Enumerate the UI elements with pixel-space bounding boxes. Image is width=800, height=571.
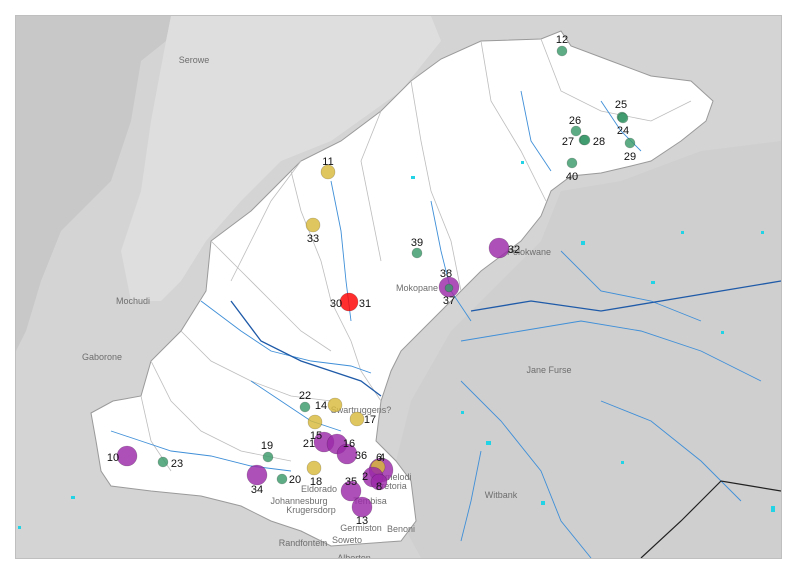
site-label: 17 (364, 414, 376, 426)
site-label: 22 (299, 390, 311, 402)
main-rivers (230, 280, 781, 397)
town-label: Randfontein (279, 538, 328, 548)
site-marker[interactable] (349, 411, 365, 427)
town-label: Pretoria (375, 481, 407, 491)
town-label: Mamelodi (372, 472, 411, 482)
town-label: Mokopane (396, 283, 438, 293)
site-label: 24 (617, 125, 629, 137)
site-label: 37 (443, 295, 455, 307)
border-line (640, 480, 781, 558)
town-label: Germiston (340, 523, 382, 533)
site-label: 27 (562, 136, 574, 148)
site-label: 14 (315, 400, 327, 412)
site-marker[interactable] (339, 292, 359, 312)
site-marker[interactable] (624, 137, 636, 149)
waterbodies (18, 161, 775, 529)
site-label: 2 (362, 471, 368, 483)
site-label: 21 (303, 438, 315, 450)
site-marker[interactable] (579, 134, 591, 146)
site-marker[interactable] (276, 473, 288, 485)
site-label: 4 (379, 452, 385, 464)
town-label: Jane Furse (526, 365, 571, 375)
site-label: 6 (376, 452, 382, 464)
site-label: 16 (343, 438, 355, 450)
site-marker[interactable] (327, 397, 343, 413)
site-label: 19 (261, 440, 273, 452)
northwest-region (121, 16, 441, 301)
town-label: Witbank (485, 490, 518, 500)
town-label: Swartruggens? (331, 405, 392, 415)
site-label: 32 (508, 244, 520, 256)
site-label: 26 (569, 115, 581, 127)
site-label: 28 (593, 136, 605, 148)
site-label: 10 (107, 452, 119, 464)
site-label: 34 (251, 484, 263, 496)
site-marker[interactable] (556, 45, 568, 57)
site-marker[interactable] (116, 445, 138, 467)
site-label: 40 (566, 171, 578, 183)
site-marker[interactable] (444, 283, 454, 293)
site-marker[interactable] (411, 247, 423, 259)
map-frame[interactable]: Serowe Mochudi Gaborone Polokwane Mokopane Ja… (15, 15, 782, 559)
town-label: Benoni (387, 524, 415, 534)
botswana-region (16, 16, 171, 351)
site-marker[interactable] (340, 480, 362, 502)
site-label: 31 (359, 298, 371, 310)
site-label: 13 (356, 515, 368, 527)
town-label: Serowe (179, 55, 210, 65)
site-label: 23 (171, 458, 183, 470)
site-label: 29 (624, 151, 636, 163)
town-label: Polokwane (507, 247, 551, 257)
town-label: Krugersdorp (286, 505, 336, 515)
site-marker[interactable] (566, 157, 578, 169)
site-marker[interactable] (157, 456, 169, 468)
site-label: 30 (330, 298, 342, 310)
site-marker[interactable] (351, 496, 373, 518)
site-marker[interactable] (307, 414, 323, 430)
site-label: 18 (310, 476, 322, 488)
site-label: 38 (440, 268, 452, 280)
site-label: 39 (411, 237, 423, 249)
town-label: Johannesburg (270, 496, 327, 506)
site-label: 35 (345, 476, 357, 488)
town-label: Eldorado (301, 484, 337, 494)
site-marker[interactable] (336, 443, 358, 465)
site-marker[interactable] (570, 125, 582, 137)
site-marker[interactable] (370, 473, 388, 491)
site-label: 12 (556, 34, 568, 46)
town-label: Mochudi (116, 296, 150, 306)
site-marker[interactable] (262, 451, 274, 463)
town-label: Gaborone (82, 352, 122, 362)
site-label: 33 (307, 233, 319, 245)
site-label: 25 (615, 99, 627, 111)
site-marker[interactable] (320, 164, 336, 180)
site-marker[interactable] (246, 464, 268, 486)
site-marker[interactable] (306, 460, 322, 476)
map-canvas[interactable]: Serowe Mochudi Gaborone Polokwane Mokopane Ja… (16, 16, 781, 558)
site-marker[interactable] (299, 401, 311, 413)
site-marker[interactable] (305, 217, 321, 233)
eastern-region (391, 141, 781, 558)
subcatchment-boundaries (140, 38, 692, 472)
site-label: 11 (322, 156, 333, 168)
site-label: 36 (355, 450, 367, 462)
site-marker[interactable] (617, 112, 629, 124)
site-marker[interactable] (488, 237, 510, 259)
town-label: Soweto (332, 535, 362, 545)
site-label: 15 (310, 430, 322, 442)
site-label: 8 (376, 481, 382, 493)
town-label: Alberton (337, 553, 371, 558)
site-label: 20 (289, 474, 301, 486)
